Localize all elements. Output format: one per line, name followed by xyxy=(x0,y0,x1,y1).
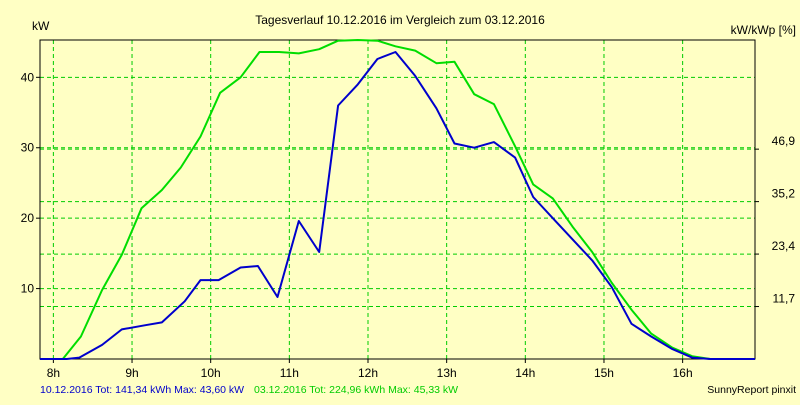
y-right-tick-label: 23,4 xyxy=(772,239,796,253)
ticks: 8h 9h 10h 11h 12h 13h 14h 15h 16h 10 20 30 40 11,7 23,… xyxy=(21,70,796,380)
legend-entry-0312: 03.12.2016 Tot: 224,96 kWh Max: 45,33 kW xyxy=(254,384,458,396)
y-right-tick-label: 35,2 xyxy=(772,187,796,201)
y-right-tick-label: 11,7 xyxy=(773,292,796,306)
x-tick-label: 15h xyxy=(594,366,614,380)
x-tick-label: 12h xyxy=(358,366,378,380)
y-left-tick-label: 20 xyxy=(21,211,35,225)
y-left-tick-label: 30 xyxy=(21,141,35,155)
y-right-tick-label: 46,9 xyxy=(772,134,796,148)
x-tick-label: 8h xyxy=(47,366,60,380)
y-axis-right-label: kW/kWp [%] xyxy=(731,23,796,37)
series-line-03-12-2016 xyxy=(40,39,755,360)
credit-label: SunnyReport pinxit xyxy=(707,384,796,396)
legend-entry-1012: 10.12.2016 Tot: 141,34 kWh Max: 43,60 kW xyxy=(40,384,244,396)
y-left-tick-label: 10 xyxy=(21,282,35,296)
x-tick-label: 10h xyxy=(201,366,221,380)
x-tick-label: 14h xyxy=(515,366,535,380)
x-tick-label: 16h xyxy=(673,366,693,380)
x-tick-label: 11h xyxy=(280,366,299,380)
series-line-10-12-2016 xyxy=(40,51,755,360)
y-axis-left-label: kW xyxy=(32,19,50,33)
plot-area-border xyxy=(39,39,756,360)
x-tick-label: 13h xyxy=(437,366,457,380)
y-left-tick-label: 40 xyxy=(21,70,35,84)
x-tick-label: 9h xyxy=(125,366,138,380)
chart-title: Tagesverlauf 10.12.2016 im Vergleich zum… xyxy=(255,13,545,27)
grid xyxy=(40,40,755,359)
series xyxy=(40,39,755,360)
